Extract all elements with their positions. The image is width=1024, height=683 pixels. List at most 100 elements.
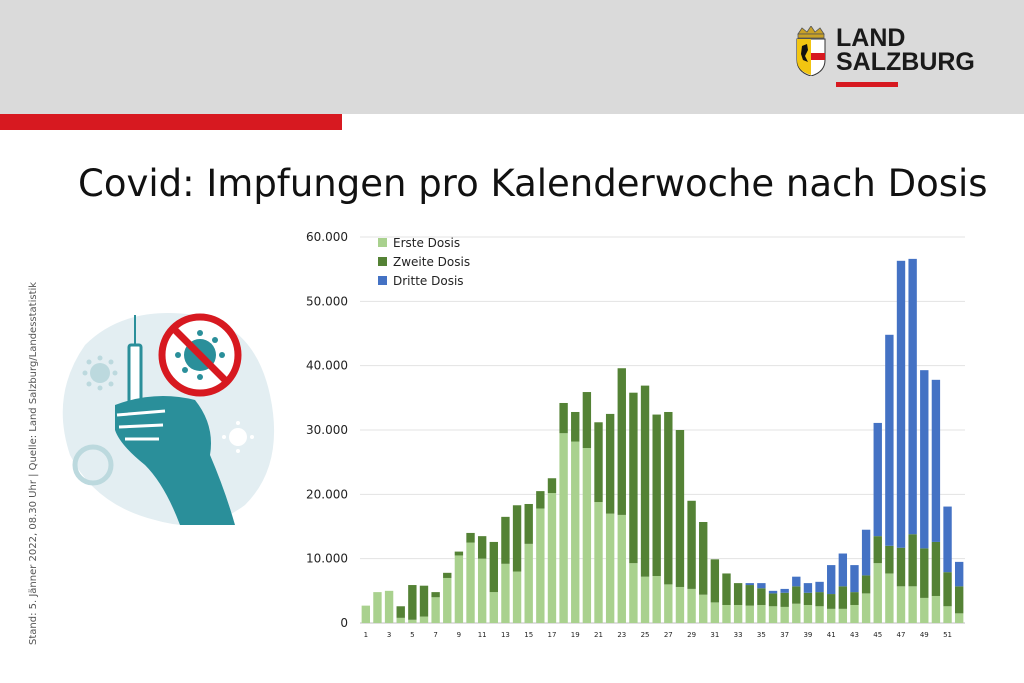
x-tick-label: 37 — [780, 631, 789, 639]
bar-erste-dosis-kw31 — [710, 602, 720, 623]
x-tick-label: 15 — [524, 631, 533, 639]
bar-dritte-dosis-kw44 — [861, 529, 871, 576]
bar-dritte-dosis-kw46 — [885, 334, 894, 546]
bar-erste-dosis-kw50 — [931, 595, 941, 623]
bar-zweite-dosis-kw33 — [733, 583, 743, 605]
bar-zweite-dosis-kw40 — [815, 592, 824, 607]
red-accent-strip — [0, 114, 342, 130]
bar-erste-dosis-kw12 — [489, 592, 498, 623]
bar-erste-dosis-kw23 — [617, 514, 626, 623]
bar-erste-dosis-kw9 — [454, 555, 464, 623]
bar-zweite-dosis-kw48 — [908, 534, 917, 587]
bar-dritte-dosis-kw41 — [827, 565, 836, 595]
hand-icon — [115, 396, 235, 525]
bar-zweite-dosis-kw12 — [489, 541, 498, 593]
bar-erste-dosis-kw3 — [384, 590, 394, 623]
bar-zweite-dosis-kw49 — [920, 548, 929, 598]
chart-bars — [361, 258, 964, 623]
y-tick-label: 20.000 — [306, 487, 348, 501]
bar-zweite-dosis-kw50 — [931, 541, 941, 596]
bar-zweite-dosis-kw22 — [605, 413, 615, 514]
land-salzburg-logo[interactable]: LAND SALZBURG — [794, 26, 975, 88]
bar-erste-dosis-kw6 — [419, 616, 429, 623]
bar-zweite-dosis-kw28 — [675, 430, 685, 587]
x-tick-label: 9 — [457, 631, 461, 639]
bar-erste-dosis-kw49 — [920, 597, 929, 623]
bar-erste-dosis-kw2 — [373, 592, 382, 623]
bar-zweite-dosis-kw43 — [850, 592, 859, 605]
x-axis-ticks: 1 3 5 7 9 11 13 15 17 19 21 23 25 27 29 31 33 35 37 39 41 43 4… — [364, 631, 952, 639]
legend-swatch — [378, 276, 387, 285]
x-tick-label: 7 — [433, 631, 437, 639]
header-band — [0, 0, 1024, 114]
x-tick-label: 11 — [478, 631, 487, 639]
bar-zweite-dosis-kw38 — [792, 586, 801, 604]
bar-dritte-dosis-kw45 — [873, 422, 882, 537]
bar-zweite-dosis-kw25 — [640, 385, 650, 577]
bar-erste-dosis-kw17 — [547, 493, 557, 623]
x-tick-label: 19 — [571, 631, 580, 639]
bar-zweite-dosis-kw14 — [512, 505, 522, 572]
bar-erste-dosis-kw28 — [675, 586, 685, 623]
bar-erste-dosis-kw46 — [885, 573, 894, 623]
bar-zweite-dosis-kw17 — [547, 478, 557, 494]
bar-zweite-dosis-kw37 — [780, 592, 789, 607]
bar-erste-dosis-kw45 — [873, 563, 882, 623]
virus-icon — [82, 355, 118, 391]
bar-zweite-dosis-kw31 — [710, 559, 720, 603]
bar-zweite-dosis-kw11 — [477, 536, 487, 559]
bar-zweite-dosis-kw19 — [571, 411, 580, 442]
bar-zweite-dosis-kw51 — [943, 572, 952, 607]
bar-zweite-dosis-kw16 — [536, 491, 545, 509]
bar-erste-dosis-kw33 — [733, 604, 743, 623]
bar-zweite-dosis-kw46 — [885, 545, 894, 574]
bar-erste-dosis-kw42 — [838, 608, 848, 623]
bar-erste-dosis-kw24 — [629, 563, 638, 623]
bar-zweite-dosis-kw10 — [466, 532, 475, 543]
bar-erste-dosis-kw16 — [536, 508, 545, 623]
bar-erste-dosis-kw1 — [361, 605, 371, 623]
x-tick-label: 21 — [594, 631, 603, 639]
bar-zweite-dosis-kw4 — [396, 606, 405, 618]
x-tick-label: 51 — [943, 631, 952, 639]
bar-dritte-dosis-kw34 — [745, 583, 754, 586]
small-virus-icon — [222, 421, 254, 453]
bar-dritte-dosis-kw50 — [931, 379, 941, 542]
logo-line-2: SALZBURG — [836, 48, 975, 76]
x-tick-label: 31 — [710, 631, 719, 639]
bar-zweite-dosis-kw30 — [699, 521, 708, 595]
bar-erste-dosis-kw48 — [908, 586, 917, 623]
source-note: Stand: 5. Jänner 2022, 08.30 Uhr | Quell… — [28, 281, 39, 645]
bar-zweite-dosis-kw6 — [419, 585, 429, 617]
x-tick-label: 3 — [387, 631, 391, 639]
bar-dritte-dosis-kw52 — [954, 561, 964, 587]
x-tick-label: 29 — [687, 631, 696, 639]
bar-dritte-dosis-kw47 — [896, 260, 906, 548]
bar-zweite-dosis-kw35 — [757, 588, 766, 605]
bar-zweite-dosis-kw23 — [617, 368, 626, 515]
bar-zweite-dosis-kw21 — [594, 422, 603, 503]
y-tick-label: 50.000 — [306, 294, 348, 308]
bar-zweite-dosis-kw44 — [861, 575, 871, 594]
bar-erste-dosis-kw27 — [664, 584, 673, 623]
bar-zweite-dosis-kw41 — [827, 594, 836, 609]
x-tick-label: 23 — [617, 631, 626, 639]
bar-zweite-dosis-kw42 — [838, 586, 848, 609]
legend-label: Erste Dosis — [393, 236, 460, 250]
bar-dritte-dosis-kw38 — [792, 576, 801, 587]
y-tick-label: 30.000 — [306, 423, 348, 437]
chart-legend: Erste Dosis Zweite Dosis Dritte Dosis — [378, 236, 470, 288]
bar-erste-dosis-kw20 — [582, 448, 592, 623]
bar-erste-dosis-kw15 — [524, 543, 533, 623]
bar-erste-dosis-kw5 — [408, 619, 417, 623]
bar-zweite-dosis-kw5 — [408, 585, 417, 620]
bar-zweite-dosis-kw9 — [454, 551, 464, 556]
bar-zweite-dosis-kw24 — [629, 392, 638, 564]
bar-erste-dosis-kw40 — [815, 606, 824, 623]
y-tick-label: 10.000 — [306, 552, 348, 566]
bar-erste-dosis-kw21 — [594, 502, 603, 623]
bar-dritte-dosis-kw37 — [780, 588, 789, 593]
x-tick-label: 33 — [734, 631, 743, 639]
bar-erste-dosis-kw29 — [687, 588, 696, 623]
